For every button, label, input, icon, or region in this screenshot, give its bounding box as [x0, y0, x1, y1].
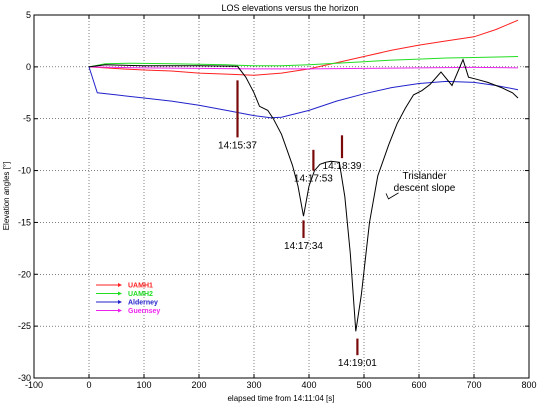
x-tick-label-6: 500	[356, 380, 371, 390]
x-tick-label-0: -100	[25, 380, 43, 390]
series-line-4	[88, 58, 519, 332]
marker-label-0: 14:15:37	[218, 140, 257, 151]
marker-label-1: 14:17:53	[294, 174, 333, 185]
legend-entry-3: Guernsey	[128, 308, 160, 315]
y-tick-label-7: 5	[26, 10, 31, 20]
legend-arrow-0	[118, 283, 122, 287]
y-tick-label-6: 0	[26, 62, 31, 72]
x-tick-label-9: 800	[521, 380, 536, 390]
time-markers: 14:15:37 14:17:53 14:18:39 14:17:34 14:19:01	[218, 80, 377, 369]
legend-arrow-2	[118, 300, 122, 304]
series-line-alderney	[88, 66, 519, 119]
legend-entry-1: UAMH2	[128, 291, 153, 298]
series-line-uamh1	[88, 19, 519, 76]
marker-label-3: 14:17:34	[284, 241, 323, 252]
annotation-text-0-0: Trislander	[402, 171, 447, 182]
y-tick-label-0: -30	[18, 373, 31, 383]
plot-frame	[33, 14, 530, 379]
chart-title: LOS elevations versus the horizon	[221, 3, 358, 13]
x-tick-label-1: 0	[86, 380, 91, 390]
annotation-pointer-0	[385, 192, 399, 200]
x-tick-label-8: 700	[466, 380, 481, 390]
x-tick-label-5: 400	[301, 380, 316, 390]
x-tick-label-4: 300	[246, 380, 261, 390]
series-lines	[88, 19, 519, 332]
marker-label-4: 14:19:01	[338, 358, 377, 369]
x-tick-label-7: 600	[411, 380, 426, 390]
legend-arrow-3	[118, 308, 122, 313]
legend-arrow-1	[118, 291, 122, 296]
series-line-guernsey	[88, 66, 519, 70]
x-axis-label: elapsed time from 14:11:04 [s]	[227, 394, 334, 403]
marker-label-2: 14:18:39	[323, 161, 362, 172]
annotation-text-0-1: descent slope	[394, 183, 456, 194]
y-tick-label-2: -20	[18, 269, 31, 279]
x-tick-label-2: 100	[136, 380, 151, 390]
y-tick-label-4: -10	[18, 166, 31, 176]
y-tick-label-3: -15	[18, 217, 31, 227]
y-tick-label-5: -5	[23, 114, 31, 124]
legend-entry-2: Alderney	[128, 300, 158, 307]
legend-entry-0: UAMH1	[128, 283, 153, 290]
series-line-uamh2	[88, 56, 519, 68]
x-tick-label-3: 200	[191, 380, 206, 390]
axis-ticks: -100 0 100 200 300 400 500 600 700 800-30-25-20-1…	[18, 10, 537, 390]
y-axis-label: Elevation angles [°]	[2, 162, 11, 231]
grid	[34, 15, 529, 378]
y-tick-label-1: -25	[18, 321, 31, 331]
